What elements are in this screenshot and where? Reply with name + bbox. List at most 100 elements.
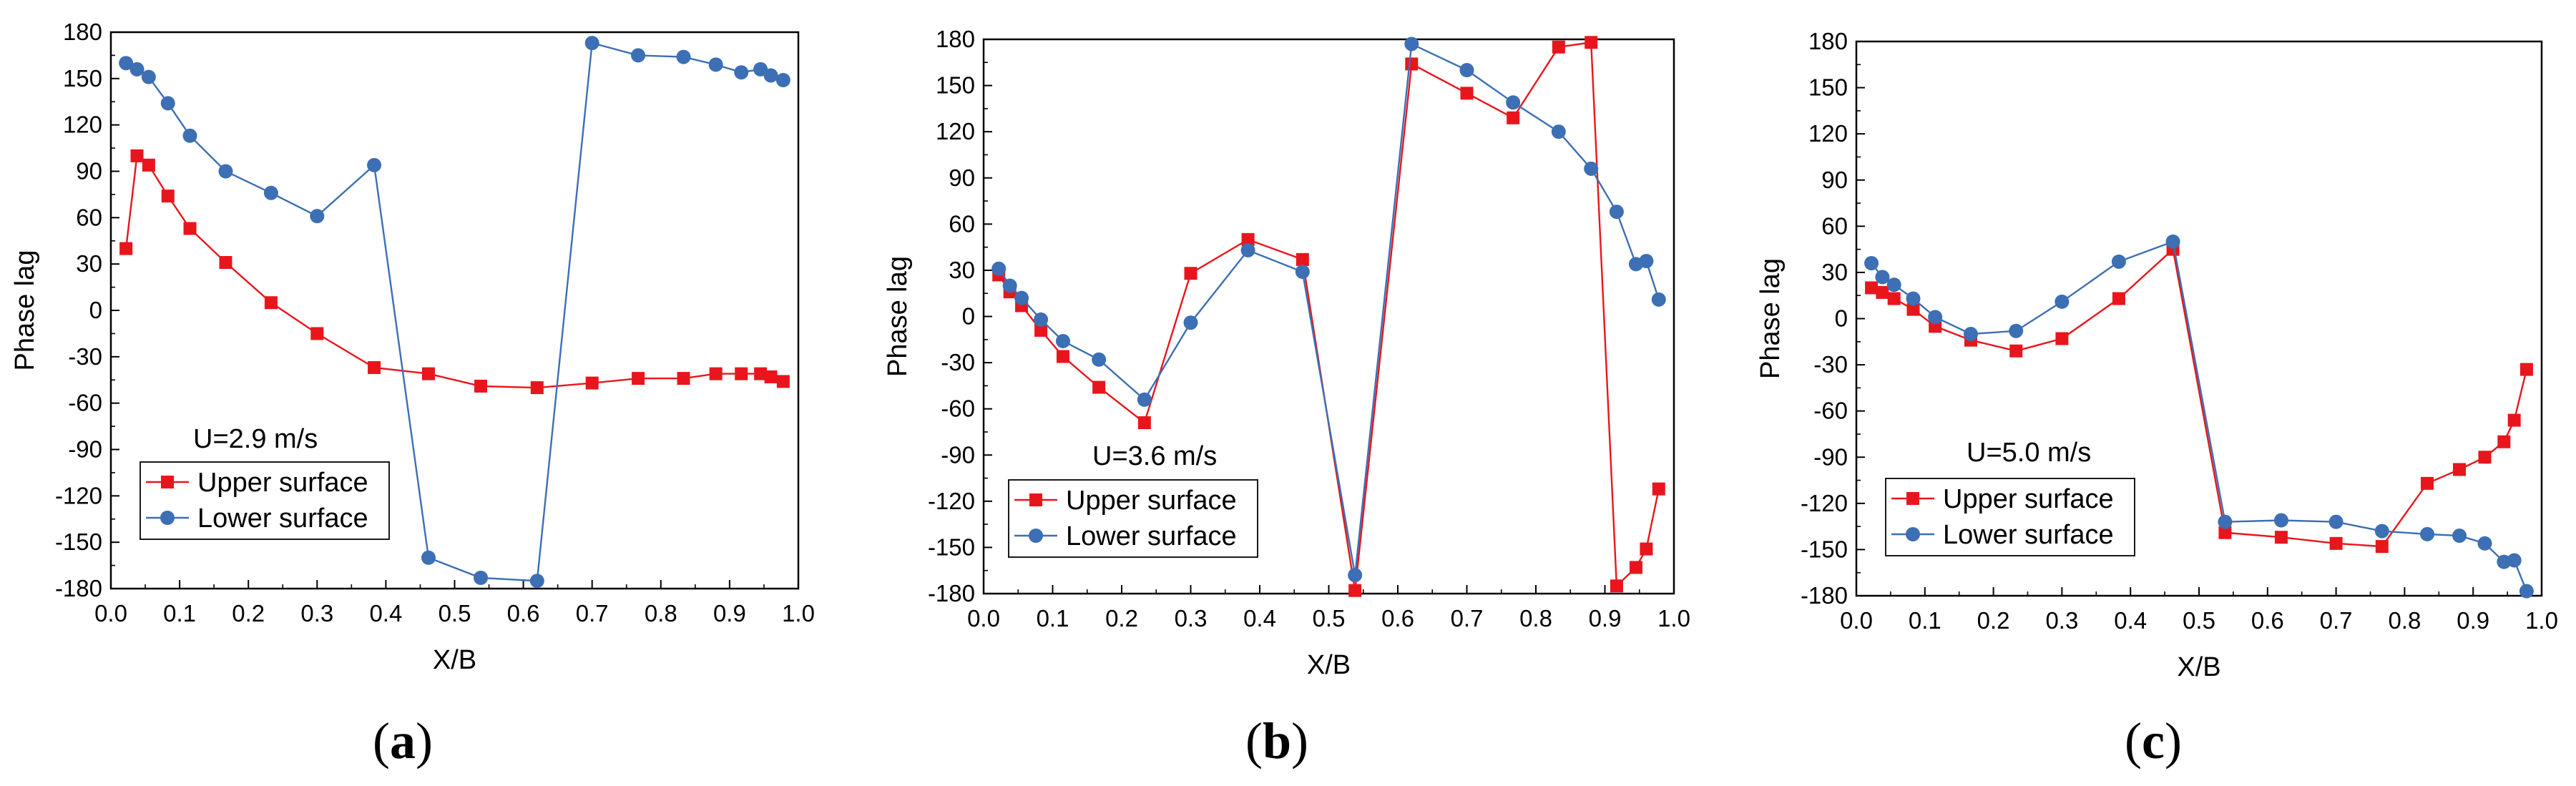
- y-tick-label: 90: [949, 164, 975, 191]
- legend-marker-upper: [1906, 492, 1919, 505]
- data-point-lower: [1183, 315, 1198, 330]
- y-tick-label: 120: [1808, 120, 1848, 147]
- data-point-lower: [1295, 265, 1310, 280]
- y-axis-title: Phase lag: [883, 256, 913, 377]
- legend-box: [1885, 478, 2135, 556]
- x-axis-title: X/B: [2177, 652, 2220, 682]
- data-point-upper: [183, 222, 197, 235]
- x-tick-label: 0.2: [1105, 605, 1138, 632]
- legend-marker-lower: [1906, 527, 1920, 541]
- data-point-lower: [631, 48, 646, 63]
- data-point-lower: [734, 65, 749, 80]
- y-tick-label: -120: [55, 482, 102, 509]
- data-point-lower: [1864, 256, 1879, 270]
- legend-label-lower: Lower surface: [197, 503, 368, 534]
- y-tick-label: 60: [949, 210, 975, 237]
- data-point-upper: [2112, 292, 2125, 305]
- data-point-lower: [129, 62, 145, 77]
- x-tick-label: 1.0: [2525, 607, 2558, 634]
- legend-label-upper: Upper surface: [197, 468, 368, 498]
- data-point-lower: [263, 185, 278, 200]
- data-point-upper: [130, 149, 144, 162]
- chart-panel-a: 0.0 0.1 0.2 0.3 0.4 0.5 0.6 0.7 0.8 0.9 1.0 -180 -15…: [10, 19, 815, 770]
- x-tick-label: 0.7: [1451, 605, 1484, 632]
- x-axis-title: X/B: [1307, 650, 1351, 680]
- panel-caption: (a): [373, 712, 433, 770]
- x-tick-label: 0.9: [713, 600, 746, 627]
- data-point-lower: [2374, 524, 2389, 539]
- y-tick-label: -120: [1801, 490, 1848, 516]
- legend-label-upper: Upper surface: [1943, 484, 2114, 514]
- data-point-upper: [1610, 579, 1623, 593]
- data-point-lower: [529, 574, 544, 589]
- x-tick-label: 0.1: [1037, 605, 1069, 632]
- data-point-upper: [1552, 40, 1565, 54]
- y-tick-label: 180: [936, 26, 975, 52]
- data-point-upper: [368, 360, 381, 374]
- data-point-upper: [735, 367, 748, 380]
- data-point-lower: [2009, 323, 2024, 338]
- data-point-upper: [709, 367, 723, 380]
- data-point-lower: [1609, 205, 1624, 220]
- x-tick-label: 1.0: [1657, 605, 1690, 632]
- x-tick-label: 0.3: [300, 600, 333, 627]
- data-point-lower: [2055, 294, 2070, 309]
- data-point-upper: [1241, 232, 1255, 246]
- data-point-lower: [1906, 291, 1921, 306]
- legend-marker-upper: [161, 476, 174, 488]
- x-tick-label: 0.2: [1977, 607, 2010, 634]
- panel-caption: (c): [2125, 712, 2182, 770]
- y-tick-label: -180: [928, 580, 975, 606]
- y-tick-label: 60: [76, 204, 102, 230]
- data-point-lower: [367, 157, 382, 172]
- x-tick-label: 0.2: [232, 600, 265, 627]
- data-point-upper: [1585, 36, 1598, 49]
- y-tick-label: -180: [55, 575, 102, 601]
- data-point-upper: [119, 242, 133, 255]
- data-point-upper: [161, 190, 175, 203]
- y-tick-label: -180: [1801, 582, 1848, 609]
- x-tick-label: 0.8: [1519, 605, 1552, 632]
- y-tick-label: -30: [1813, 351, 1848, 378]
- data-point-lower: [584, 36, 599, 51]
- data-point-lower: [1002, 278, 1017, 293]
- data-point-lower: [1875, 270, 1890, 285]
- data-point-upper: [764, 370, 778, 383]
- data-point-upper: [2009, 344, 2023, 358]
- data-point-lower: [474, 570, 489, 585]
- y-tick-label: -30: [68, 343, 102, 370]
- data-point-lower: [1928, 310, 1943, 325]
- data-point-upper: [530, 381, 544, 395]
- data-point-upper: [1092, 380, 1106, 394]
- legend: Upper surface Lower surface: [1008, 479, 1258, 558]
- legend-label-upper: Upper surface: [1066, 486, 1237, 516]
- data-point-upper: [1296, 252, 1309, 266]
- x-tick-label: 0.4: [1243, 605, 1276, 632]
- data-point-lower: [991, 261, 1007, 276]
- y-tick-label: 30: [949, 257, 975, 283]
- y-tick-label: 120: [63, 112, 102, 138]
- data-point-upper: [2375, 540, 2389, 554]
- y-tick-label: 120: [936, 118, 975, 144]
- y-tick-label: 180: [63, 19, 102, 45]
- data-point-upper: [264, 296, 278, 310]
- data-point-upper: [1460, 87, 1474, 100]
- y-tick-label: -150: [1801, 536, 1848, 562]
- data-point-lower: [2452, 529, 2467, 544]
- data-point-upper: [2507, 413, 2521, 427]
- y-tick-label: -60: [1813, 398, 1848, 424]
- data-point-upper: [632, 372, 645, 385]
- y-tick-label: 90: [76, 158, 102, 185]
- x-axis-title: X/B: [433, 645, 476, 675]
- y-tick-label: 30: [1821, 259, 1848, 285]
- x-tick-label: 0.3: [2045, 607, 2078, 634]
- data-point-lower: [1014, 290, 1029, 305]
- data-point-upper: [2519, 363, 2533, 376]
- y-tick-label: 30: [76, 250, 102, 277]
- data-point-lower: [1506, 95, 1521, 110]
- legend-box: [1008, 479, 1258, 558]
- data-point-upper: [1137, 416, 1151, 430]
- y-tick-label: -90: [1813, 443, 1848, 470]
- data-point-lower: [218, 164, 233, 179]
